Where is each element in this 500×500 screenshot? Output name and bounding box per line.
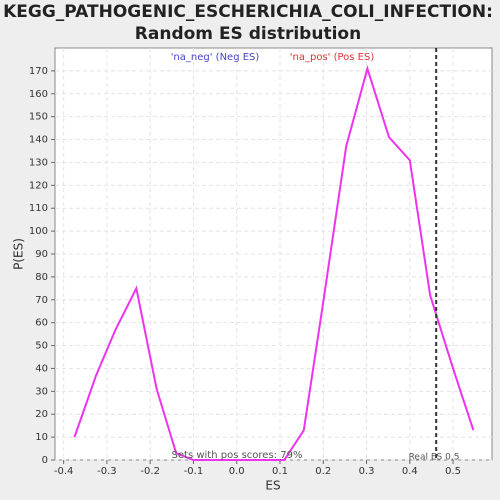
chart-title: Random ES distribution [135,24,361,44]
chart-title: KEGG_PATHOGENIC_ESCHERICHIA_COLI_INFECTI… [3,2,493,22]
legend-entry: 'na_neg' (Neg ES) [171,52,260,63]
x-tick-label: 0.1 [272,466,288,477]
y-tick-label: 170 [29,66,48,77]
y-tick-label: 80 [35,272,48,283]
x-tick-label: 0.2 [315,466,331,477]
y-tick-label: 50 [35,341,48,352]
y-tick-label: 150 [29,112,48,123]
x-tick-label: 0.4 [402,466,418,477]
y-tick-label: 120 [29,180,48,191]
x-tick-label: -0.2 [140,466,160,477]
y-tick-label: 110 [29,203,48,214]
y-tick-label: 160 [29,89,48,100]
annotation: Real ES 0.5 [409,453,460,463]
y-tick-label: 40 [35,363,48,374]
x-tick-label: 0.5 [445,466,461,477]
x-tick-label: 0.0 [229,466,245,477]
y-tick-label: 30 [35,386,48,397]
y-tick-label: 90 [35,249,48,260]
y-tick-label: 60 [35,318,48,329]
y-tick-label: 140 [29,135,48,146]
y-tick-label: 70 [35,295,48,306]
x-tick-label: 0.3 [359,466,375,477]
y-tick-label: 100 [29,226,48,237]
y-axis-label: P(ES) [12,238,26,270]
y-tick-label: 10 [35,432,48,443]
annotation: Sets with pos scores: 79% [172,450,303,461]
y-tick-label: 0 [42,455,48,466]
series-line [73,65,475,461]
x-axis-label: ES [265,479,280,493]
x-tick-label: -0.1 [184,466,204,477]
y-tick-label: 130 [29,157,48,168]
x-tick-label: -0.4 [54,466,74,477]
x-tick-label: -0.3 [97,466,117,477]
legend-entry: 'na_pos' (Pos ES) [290,52,375,63]
y-tick-label: 20 [35,409,48,420]
